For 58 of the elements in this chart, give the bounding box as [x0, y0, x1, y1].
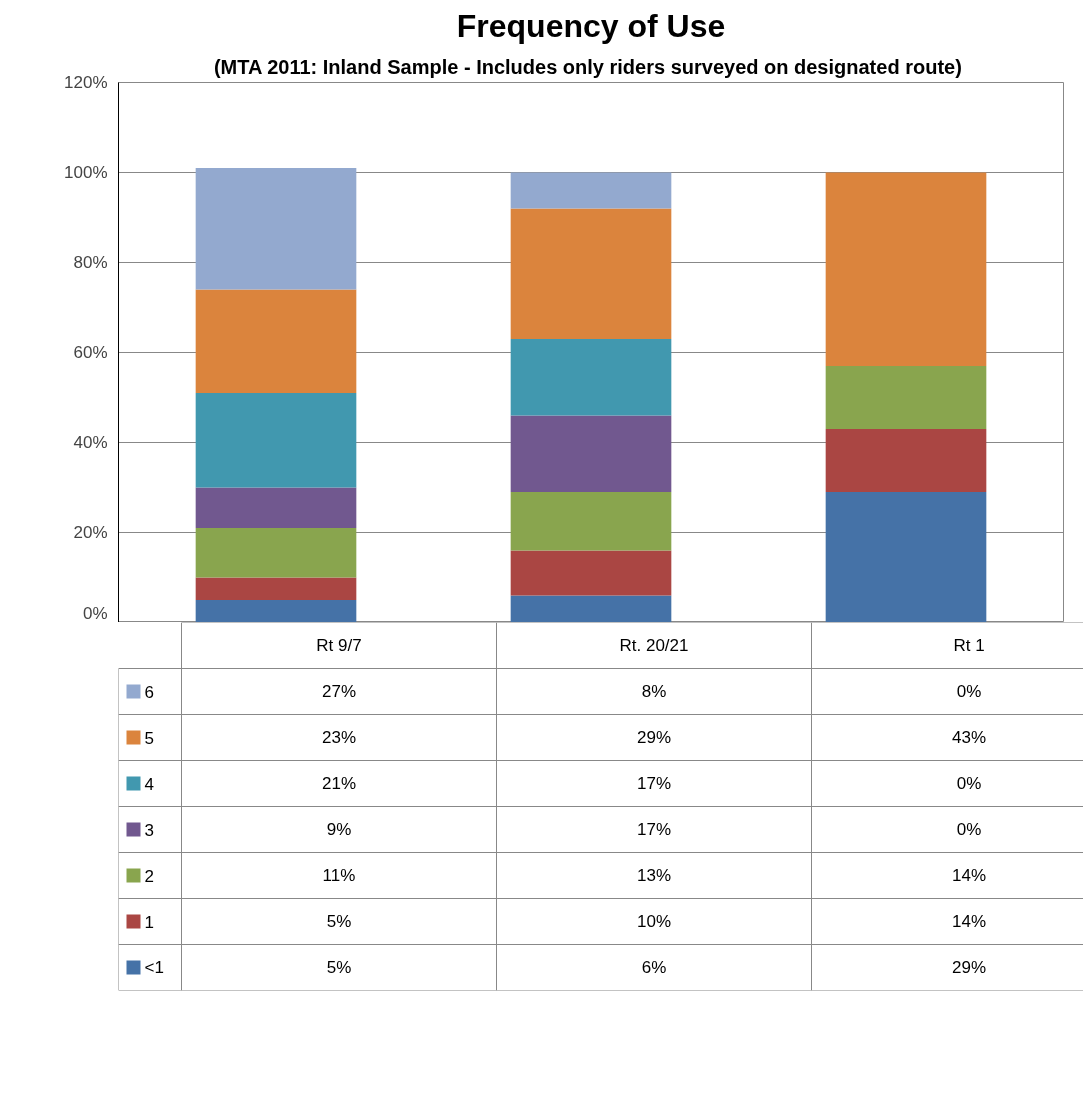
data-label: 27% [321, 682, 357, 701]
legend-label: 4 [144, 774, 154, 794]
data-label: 0% [956, 682, 982, 701]
bar [510, 172, 672, 209]
bar [510, 339, 672, 416]
y-tick-label: 60% [73, 343, 108, 362]
data-label: 23% [321, 728, 357, 747]
legend-label: 5 [144, 728, 154, 748]
bar [825, 429, 987, 492]
x-tick-label: Rt 1 [953, 636, 985, 655]
y-tick-label: 40% [73, 433, 108, 452]
bar [195, 393, 357, 488]
data-label: 14% [951, 866, 987, 885]
chart-title: Frequency of Use [456, 7, 726, 44]
data-label: 17% [636, 820, 672, 839]
data-label: 5% [326, 958, 352, 977]
data-label: 21% [321, 774, 357, 793]
bar [510, 415, 672, 492]
legend-label: 2 [144, 866, 154, 886]
chart-subtitle: (MTA 2011: Inland Sample - Includes only riders surveyed on designated route) [213, 55, 962, 78]
data-label: 6% [641, 958, 667, 977]
y-tick-label: 20% [73, 523, 108, 542]
y-tick-label: 100% [64, 163, 108, 182]
data-label: 0% [956, 820, 982, 839]
data-label: 13% [636, 866, 672, 885]
data-label: 14% [951, 912, 987, 931]
data-label: 5% [326, 912, 352, 931]
legend-label: 6 [144, 682, 154, 702]
data-label: 11% [322, 866, 356, 885]
bar [510, 208, 672, 339]
bar [510, 492, 672, 551]
bar [510, 595, 672, 622]
bar [510, 550, 672, 596]
data-label: 29% [636, 728, 672, 747]
data-label: 9% [326, 820, 352, 839]
bar [825, 366, 987, 429]
legend-label: 3 [144, 820, 154, 840]
bar [195, 528, 357, 578]
legend-label: 1 [144, 912, 154, 932]
x-tick-label: Rt 9/7 [316, 636, 362, 655]
bar [195, 487, 357, 528]
data-label: 0% [956, 774, 982, 793]
x-tick-label: Rt. 20/21 [619, 636, 689, 655]
data-label: 10% [636, 912, 672, 931]
legend-label: <1 [144, 958, 164, 977]
data-label: 8% [641, 682, 667, 701]
bar [195, 168, 357, 290]
y-tick-label: 120% [64, 73, 108, 92]
y-tick-label: 0% [82, 603, 108, 623]
bar [825, 492, 987, 622]
bar [195, 289, 357, 393]
bar [195, 600, 357, 622]
data-label: 17% [636, 774, 672, 793]
bar [825, 172, 987, 366]
bar [195, 577, 357, 600]
data-label: 29% [951, 958, 987, 977]
y-tick-label: 80% [73, 253, 108, 272]
data-label: 43% [951, 728, 987, 747]
